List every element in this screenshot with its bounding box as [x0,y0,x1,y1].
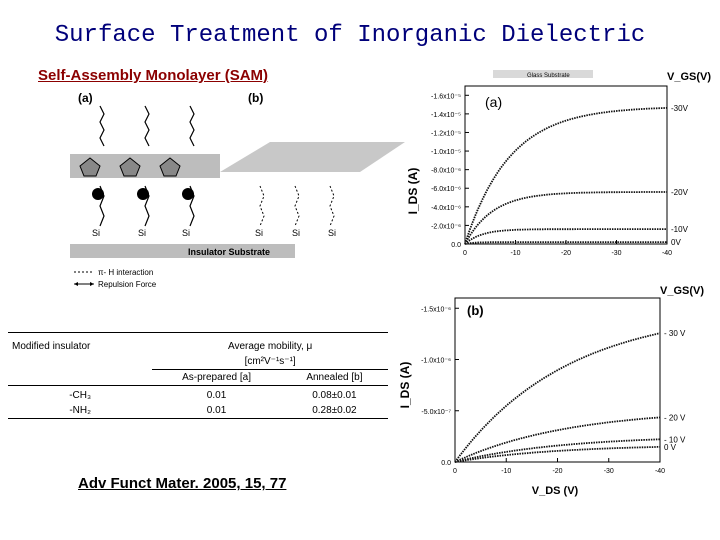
sam-schematic: (a) (b) Si Si Si Si Si Si Insulator Substrat… [70,91,405,289]
col2-units: [cm²V⁻¹s⁻¹] [244,356,296,367]
series-label: - 20 V [664,413,686,422]
y-tick-label: 0.0 [441,460,451,467]
panel-label: (a) [485,94,502,110]
y-tick-label: -4.0x10⁻⁶ [431,205,461,212]
y-tick-label: -1.4x10⁻⁵ [431,112,461,119]
series-line [464,228,667,245]
row-as-prepared: 0.01 [206,405,227,416]
svg-text:Si: Si [182,228,190,238]
row-annealed: 0.28±0.02 [312,405,357,416]
transfer-chart-b: (b) I_DS (A) V_DS (V) V_GS(V) 0.0 -5.0x10… [398,285,704,497]
series-line [464,107,668,245]
thiophene-rings [79,157,181,177]
x-tick-label: -30 [604,468,614,475]
schematic-label-b: (b) [248,91,263,105]
sub-header-as-prepared: As-prepared [a] [152,369,281,386]
series-label: - 10 V [664,435,686,444]
sub-header-annealed: Annealed [b] [280,369,388,386]
series-line [464,191,667,245]
row-annealed: 0.08±0.01 [312,390,357,401]
y-tick-label: -1.2x10⁻⁵ [431,130,461,137]
panel-label: (b) [467,303,484,318]
series-line [454,416,661,463]
y-tick-label: -1.0x10⁻⁶ [421,358,451,365]
transfer-chart-a: Glass Substrate (a) I_DS (A) V_GS(V) 0.0… [406,70,711,257]
x-tick-label: -30 [611,250,621,257]
legend-pi: π- H interaction [98,268,153,277]
x-tick-label: -10 [501,468,511,475]
glass-substrate-bar [493,70,593,78]
y-tick-label: -1.6x10⁻⁵ [431,93,461,100]
svg-text:Si: Si [255,228,263,238]
series-label: -10V [671,225,689,234]
row-name: -NH₂ [69,405,91,416]
legend-title: V_GS(V) [667,71,711,83]
series-line [464,241,667,245]
series-line [454,438,661,463]
x-tick-label: -10 [510,250,520,257]
legend-repulsion: Repulsion Force [98,280,157,289]
si-anchors: Si Si Si Si Si Si [92,228,336,238]
y-tick-label: -1.5x10⁻⁶ [421,306,451,313]
y-tick-label: -2.0x10⁻⁶ [431,223,461,230]
svg-text:Si: Si [328,228,336,238]
series-label: 0V [671,238,681,247]
x-axis-label: V_DS (V) [532,485,579,497]
y-axis-label: I_DS (A) [398,362,412,409]
x-tick-label: 0 [463,250,467,257]
y-axis-label: I_DS (A) [406,168,420,215]
series-label: -20V [671,188,689,197]
insulator-substrate [70,244,295,258]
series-label: 0 V [664,443,677,452]
y-tick-label: -6.0x10⁻⁶ [431,186,461,193]
x-tick-label: -20 [561,250,571,257]
mobility-table: Modified insulator Average mobility, μ [… [8,332,388,432]
y-tick-label: -5.0x10⁻⁷ [421,409,451,416]
y-tick-label: 0.0 [451,242,461,249]
y-tick-label: -8.0x10⁻⁶ [431,168,461,175]
dipole-markers [92,188,194,200]
series-line [454,332,661,463]
tilted-plane [220,142,405,172]
series-line [454,445,660,463]
x-tick-label: 0 [453,468,457,475]
citation: Adv Funct Mater. 2005, 15, 77 [78,475,287,492]
x-tick-label: -40 [655,468,665,475]
y-tick-label: -1.0x10⁻⁵ [431,149,461,156]
schematic-label-a: (a) [78,91,93,105]
col1-header: Modified insulator [12,341,91,352]
sam-heading: Self-Assembly Monolayer (SAM) [38,67,269,84]
top-text: Glass Substrate [527,73,570,79]
table-row: -NH₂ 0.01 0.28±0.02 [8,403,388,419]
svg-text:Si: Si [138,228,146,238]
plot-frame [454,297,661,463]
row-as-prepared: 0.01 [206,390,227,401]
x-tick-label: -20 [552,468,562,475]
x-tick-label: -40 [662,250,672,257]
substrate-label: Insulator Substrate [188,247,270,257]
series-label: -30V [671,104,689,113]
slide-title: Surface Treatment of Inorganic Dielectri… [54,22,646,49]
svg-text:Si: Si [292,228,300,238]
svg-text:Si: Si [92,228,100,238]
series-label: - 30 V [664,329,686,338]
col2-header: Average mobility, μ [227,341,313,352]
legend-title: V_GS(V) [660,285,704,297]
row-name: -CH₃ [69,390,92,401]
table-row: -CH₃ 0.01 0.08±0.01 [8,385,388,404]
alkyl-chains-b [259,185,335,227]
